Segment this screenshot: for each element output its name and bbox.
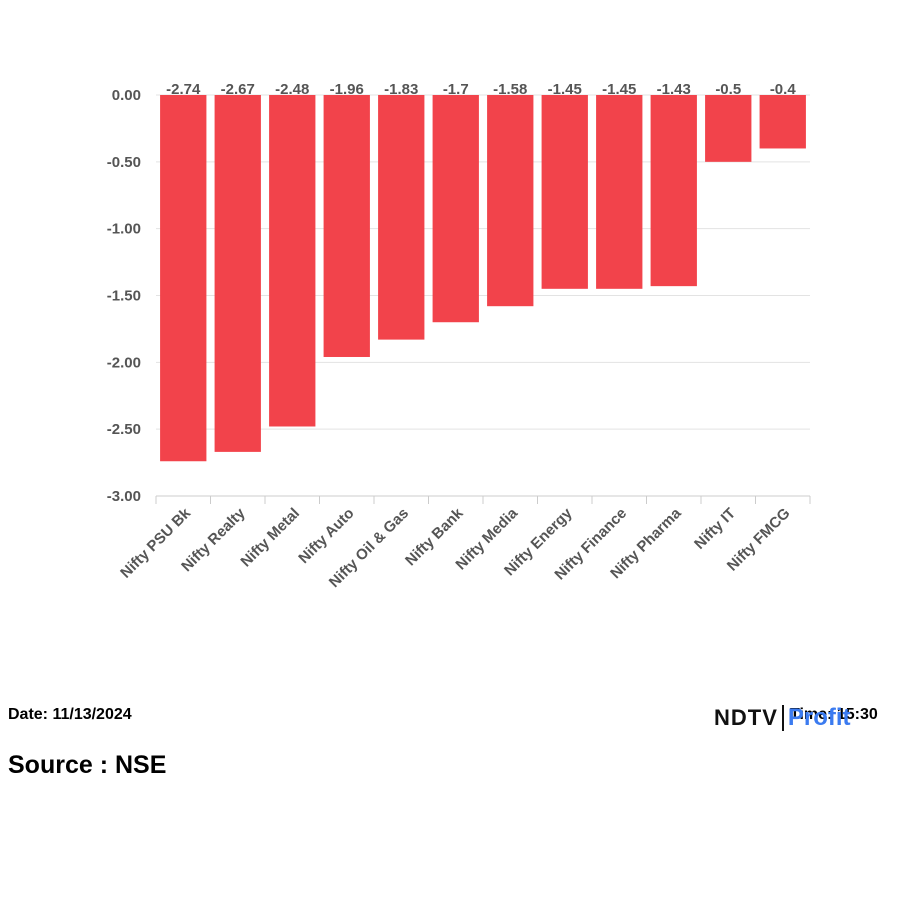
y-tick-label: 0.00 bbox=[112, 87, 141, 104]
bar bbox=[378, 95, 425, 340]
logo-profit-text: Profit bbox=[787, 704, 851, 731]
category-label: Nifty Metal bbox=[237, 505, 303, 571]
bar bbox=[432, 95, 479, 323]
y-tick-label: -3.00 bbox=[107, 488, 141, 505]
date-text: Date: 11/13/2024 bbox=[8, 706, 132, 723]
bar bbox=[596, 95, 643, 289]
bar bbox=[160, 95, 207, 462]
bar bbox=[541, 95, 588, 289]
ndtv-profit-logo: NDTV Profit bbox=[714, 702, 851, 734]
data-label: -1.58 bbox=[493, 81, 527, 98]
bar bbox=[759, 95, 806, 149]
data-label: -0.5 bbox=[715, 81, 741, 98]
source-text: Source : NSE bbox=[8, 751, 167, 779]
data-label: -2.67 bbox=[221, 81, 255, 98]
data-label: -1.45 bbox=[602, 81, 636, 98]
x-axis bbox=[155, 495, 811, 504]
bar bbox=[705, 95, 752, 162]
data-label: -1.45 bbox=[548, 81, 582, 98]
y-axis-ticks: 0.00 -0.50 -1.00 -1.50 -2.00 -2.50 -3.00 bbox=[107, 87, 141, 505]
data-label: -1.83 bbox=[384, 81, 418, 98]
bar bbox=[269, 95, 316, 427]
data-label: -2.74 bbox=[166, 81, 201, 98]
data-labels: -2.74 -2.67 -2.48 -1.96 -1.83 -1.7 -1.58 -1.45 -… bbox=[166, 81, 796, 98]
y-tick-label: -1.50 bbox=[107, 288, 141, 305]
bar bbox=[214, 95, 261, 452]
data-label: -1.43 bbox=[657, 81, 691, 98]
data-label: -1.96 bbox=[330, 81, 364, 98]
bar bbox=[323, 95, 370, 357]
y-tick-label: -1.00 bbox=[107, 221, 141, 238]
category-label: Nifty IT bbox=[691, 505, 739, 553]
bar-chart: 0.00 -0.50 -1.00 -1.50 -2.00 -2.50 -3.00 -2.74… bbox=[107, 81, 811, 591]
data-label: -0.4 bbox=[770, 81, 797, 98]
y-tick-label: -2.00 bbox=[107, 354, 141, 371]
logo-ndtv-text: NDTV bbox=[714, 705, 778, 730]
data-label: -1.7 bbox=[443, 81, 469, 98]
bars bbox=[160, 95, 806, 462]
category-label: Nifty PSU Bk bbox=[117, 504, 194, 581]
logo-separator bbox=[781, 705, 784, 731]
time-text: Time: 15:30 bbox=[790, 706, 878, 723]
bar bbox=[650, 95, 697, 287]
y-tick-label: -0.50 bbox=[107, 154, 141, 171]
data-label: -2.48 bbox=[275, 81, 309, 98]
bar bbox=[487, 95, 534, 307]
y-tick-label: -2.50 bbox=[107, 421, 141, 438]
